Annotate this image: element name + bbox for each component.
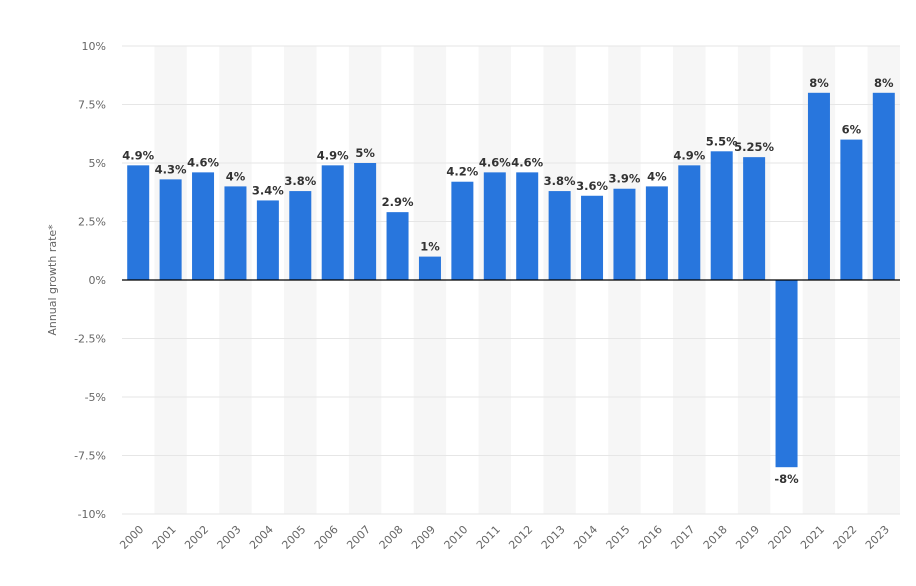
data-label-2020: -8% [774,472,799,486]
y-tick-label: 10% [82,40,106,53]
x-tick-label: 2014 [571,523,600,552]
bar-2007 [354,163,377,280]
y-tick-label: 0% [89,274,106,287]
bar-2005 [289,191,312,280]
y-tick-label: 5% [89,157,106,170]
x-tick-label: 2020 [766,523,795,552]
y-tick-label: -5% [85,391,106,404]
data-label-2001: 4.3% [155,162,187,176]
bar-2021 [807,92,830,280]
x-tick-label: 2004 [247,523,276,552]
bar-2018 [710,151,733,280]
x-tick-label: 2010 [442,523,471,552]
data-label-2000: 4.9% [122,148,154,162]
data-label-2018: 5.5% [706,134,738,148]
bar-2022 [840,139,863,280]
x-tick-label: 2000 [117,523,146,552]
data-label-2012: 4.6% [511,155,543,169]
x-tick-label: 2013 [539,523,568,552]
y-tick-label: -10% [78,508,106,521]
bar-2014 [581,195,604,280]
x-tick-label: 2021 [798,523,827,552]
bar-2023 [872,92,895,280]
bar-2020 [775,280,798,468]
data-label-2019: 5.25% [734,140,774,154]
bar-2013 [548,191,571,280]
data-label-2006: 4.9% [317,148,349,162]
y-axis-label: Annual growth rate* [46,224,59,336]
data-label-2023: 8% [874,76,894,90]
data-label-2005: 3.8% [284,174,316,188]
x-tick-label: 2022 [831,523,860,552]
y-tick-label: 2.5% [78,216,106,229]
bar-2008 [386,212,409,280]
x-tick-label: 2002 [182,523,211,552]
x-tick-label: 2023 [863,523,892,552]
data-label-2007: 5% [355,146,375,160]
data-label-2004: 3.4% [252,183,284,197]
bar-2010 [451,181,474,280]
bar-2016 [645,186,668,280]
bar-2003 [224,186,247,280]
x-tick-label: 2007 [344,523,373,552]
bar-2012 [516,172,539,280]
bar-2002 [192,172,215,280]
data-label-2010: 4.2% [446,165,478,179]
x-tick-label: 2001 [150,523,179,552]
x-tick-label: 2005 [279,523,308,552]
x-tick-label: 2018 [701,523,730,552]
y-tick-label: -7.5% [74,450,106,463]
x-tick-label: 2008 [377,523,406,552]
data-label-2017: 4.9% [673,148,705,162]
data-label-2016: 4% [647,169,667,183]
bar-2019 [743,157,766,280]
bar-2009 [418,256,441,280]
data-label-2021: 8% [809,76,829,90]
data-label-2008: 2.9% [382,195,414,209]
bar-2011 [483,172,506,280]
data-label-2014: 3.6% [576,179,608,193]
data-label-2022: 6% [842,123,862,137]
bar-2006 [321,165,344,280]
bar-2017 [678,165,701,280]
x-tick-label: 2012 [506,523,535,552]
bar-2001 [159,179,182,280]
x-tick-label: 2019 [733,523,762,552]
data-label-2015: 3.9% [609,172,641,186]
data-label-2002: 4.6% [187,155,219,169]
x-tick-label: 2017 [668,523,697,552]
y-tick-label: 7.5% [78,99,106,112]
bar-2000 [127,165,150,280]
data-label-2009: 1% [420,240,440,254]
x-tick-label: 2011 [474,523,503,552]
x-tick-label: 2015 [604,523,633,552]
data-label-2003: 4% [226,169,246,183]
data-label-2011: 4.6% [479,155,511,169]
bar-2004 [256,200,279,280]
x-tick-label: 2006 [312,523,341,552]
bar-2015 [613,188,636,280]
x-tick-label: 2003 [215,523,244,552]
data-label-2013: 3.8% [544,174,576,188]
x-tick-label: 2009 [409,523,438,552]
x-tick-label: 2016 [636,523,665,552]
y-tick-label: -2.5% [74,333,106,346]
